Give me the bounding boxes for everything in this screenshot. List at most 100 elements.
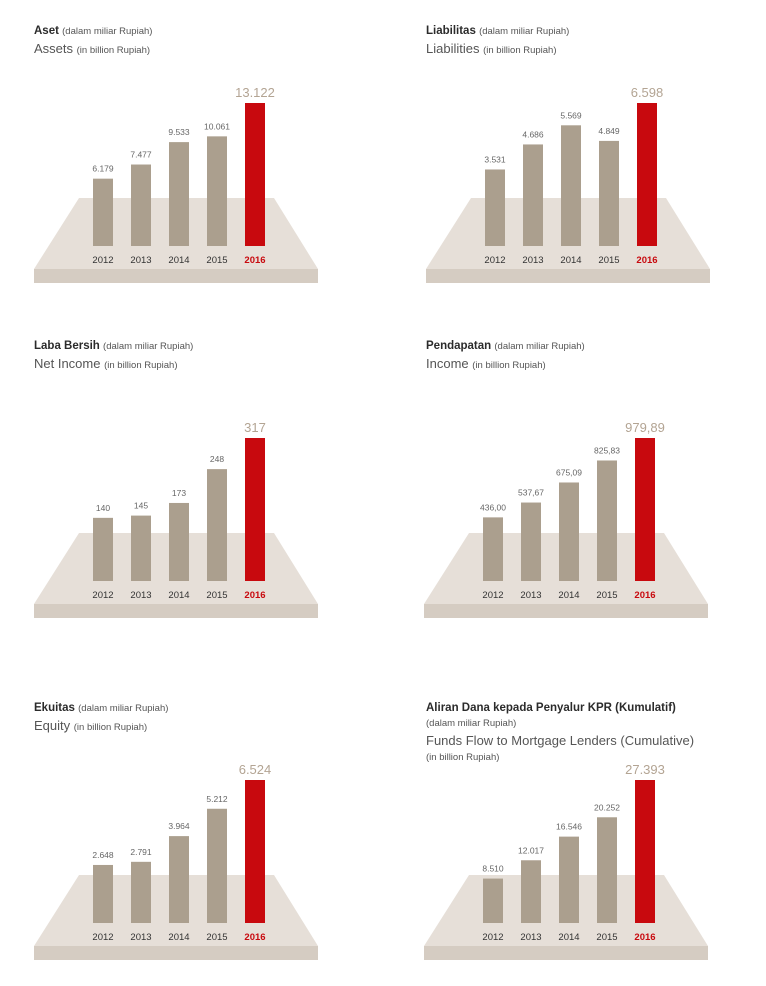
platform-front <box>34 269 318 283</box>
year-label-2012: 2012 <box>92 590 113 601</box>
chart-panel-assets: Aset (dalam miliar Rupiah) Assets (in bi… <box>34 25 374 56</box>
chart-subtitle: Funds Flow to Mortgage Lenders (Cumulati… <box>426 733 695 748</box>
value-label-2012: 3.531 <box>484 154 506 164</box>
chart-title: Pendapatan (dalam miliar Rupiah) <box>426 340 585 352</box>
chart-subtitle: Net Income (in billion Rupiah) <box>34 356 178 371</box>
value-label-2013: 7.477 <box>130 150 152 160</box>
bar-2016 <box>245 103 265 246</box>
year-label-2015: 2015 <box>206 932 227 943</box>
net-income-bar-chart: 140 2012 145 2013 173 2014 248 2015 317 2016 <box>34 420 318 618</box>
year-label-2016: 2016 <box>634 932 655 943</box>
bar-2012 <box>93 517 113 581</box>
year-label-2012: 2012 <box>482 932 503 943</box>
chart-panel-net-income: Laba Bersih (dalam miliar Rupiah) Net In… <box>34 340 374 371</box>
value-label-2014: 5.569 <box>560 110 582 120</box>
year-label-2015: 2015 <box>596 590 617 601</box>
bar-2015 <box>597 817 617 923</box>
income-bar-chart: 436,00 2012 537,67 2013 675,09 2014 825,83 2015… <box>424 420 708 618</box>
value-label-2012: 2.648 <box>92 850 114 860</box>
platform-front <box>426 269 710 283</box>
value-label-2016: 13.122 <box>235 85 275 100</box>
bar-2014 <box>169 836 189 923</box>
year-label-2012: 2012 <box>484 255 505 266</box>
year-label-2013: 2013 <box>130 590 151 601</box>
chart-subtitle: Liabilities (in billion Rupiah) <box>426 41 557 56</box>
value-label-2014: 675,09 <box>556 467 582 477</box>
year-label-2013: 2013 <box>520 590 541 601</box>
assets-bar-chart: 6.179 2012 7.477 2013 9.533 2014 10.061 2015 13.… <box>34 85 318 283</box>
platform-front <box>424 604 708 618</box>
year-label-2013: 2013 <box>520 932 541 943</box>
year-label-2012: 2012 <box>92 255 113 266</box>
year-label-2015: 2015 <box>206 590 227 601</box>
value-label-2015: 20.252 <box>594 802 620 812</box>
bar-2012 <box>93 864 113 923</box>
chart-panel-liabilities: Liabilitas (dalam miliar Rupiah) Liabili… <box>426 25 766 56</box>
value-label-2016: 317 <box>244 420 266 435</box>
value-label-2016: 27.393 <box>625 762 665 777</box>
bar-2013 <box>131 515 151 581</box>
value-label-2016: 6.524 <box>239 762 272 777</box>
value-label-2012: 6.179 <box>92 164 114 174</box>
bar-2015 <box>207 136 227 246</box>
bar-2016 <box>635 438 655 581</box>
funds-flow-bar-chart: 8.510 2012 12.017 2013 16.546 2014 20.252 2015 2… <box>424 762 708 960</box>
bar-2015 <box>599 140 619 246</box>
chart-subtitle: Equity (in billion Rupiah) <box>34 718 148 733</box>
value-label-2016: 979,89 <box>625 420 665 435</box>
value-label-2014: 16.546 <box>556 822 582 832</box>
year-label-2014: 2014 <box>168 590 189 601</box>
value-label-2016: 6.598 <box>631 85 664 100</box>
value-label-2014: 3.964 <box>168 821 190 831</box>
bar-2013 <box>131 861 151 923</box>
chart-title: Aset (dalam miliar Rupiah) <box>34 25 153 37</box>
value-label-2012: 8.510 <box>482 864 504 874</box>
year-label-2015: 2015 <box>596 932 617 943</box>
chart-subtitle-note: (in billion Rupiah) <box>426 752 500 763</box>
value-label-2015: 4.849 <box>598 126 620 136</box>
value-label-2015: 5.212 <box>206 794 228 804</box>
chart-title: Aliran Dana kepada Penyalur KPR (Kumulat… <box>426 702 676 714</box>
year-label-2015: 2015 <box>206 255 227 266</box>
platform-front <box>34 604 318 618</box>
chart-subtitle: Assets (in billion Rupiah) <box>34 41 151 56</box>
value-label-2013: 4.686 <box>522 129 544 139</box>
liabilities-bar-chart: 3.531 2012 4.686 2013 5.569 2014 4.849 2015 6.59… <box>426 85 710 283</box>
year-label-2013: 2013 <box>522 255 543 266</box>
chart-subtitle: Income (in billion Rupiah) <box>426 356 546 371</box>
year-label-2014: 2014 <box>168 255 189 266</box>
year-label-2012: 2012 <box>482 590 503 601</box>
bar-2014 <box>561 125 581 246</box>
year-label-2015: 2015 <box>598 255 619 266</box>
bar-2014 <box>559 836 579 923</box>
year-label-2012: 2012 <box>92 932 113 943</box>
bar-2012 <box>93 178 113 246</box>
chart-title: Laba Bersih (dalam miliar Rupiah) <box>34 340 194 352</box>
bar-2012 <box>483 878 503 923</box>
year-label-2016: 2016 <box>636 255 657 266</box>
bar-2013 <box>521 502 541 581</box>
year-label-2016: 2016 <box>244 255 265 266</box>
year-label-2014: 2014 <box>168 932 189 943</box>
chart-title: Liabilitas (dalam miliar Rupiah) <box>426 25 570 37</box>
year-label-2013: 2013 <box>130 932 151 943</box>
bar-2013 <box>521 860 541 923</box>
value-label-2014: 173 <box>172 488 186 498</box>
value-label-2013: 2.791 <box>130 847 152 857</box>
chart-panel-income: Pendapatan (dalam miliar Rupiah) Income … <box>426 340 766 371</box>
year-label-2014: 2014 <box>560 255 581 266</box>
year-label-2013: 2013 <box>130 255 151 266</box>
bar-2014 <box>559 482 579 581</box>
bar-2015 <box>207 469 227 581</box>
value-label-2013: 145 <box>134 501 148 511</box>
chart-title-note: (dalam miliar Rupiah) <box>426 718 517 729</box>
bar-2014 <box>169 142 189 246</box>
platform-front <box>424 946 708 960</box>
bar-2013 <box>131 164 151 246</box>
value-label-2015: 825,83 <box>594 445 620 455</box>
bar-2016 <box>637 103 657 246</box>
year-label-2014: 2014 <box>558 932 579 943</box>
bar-2016 <box>245 438 265 581</box>
platform-front <box>34 946 318 960</box>
bar-2014 <box>169 502 189 581</box>
